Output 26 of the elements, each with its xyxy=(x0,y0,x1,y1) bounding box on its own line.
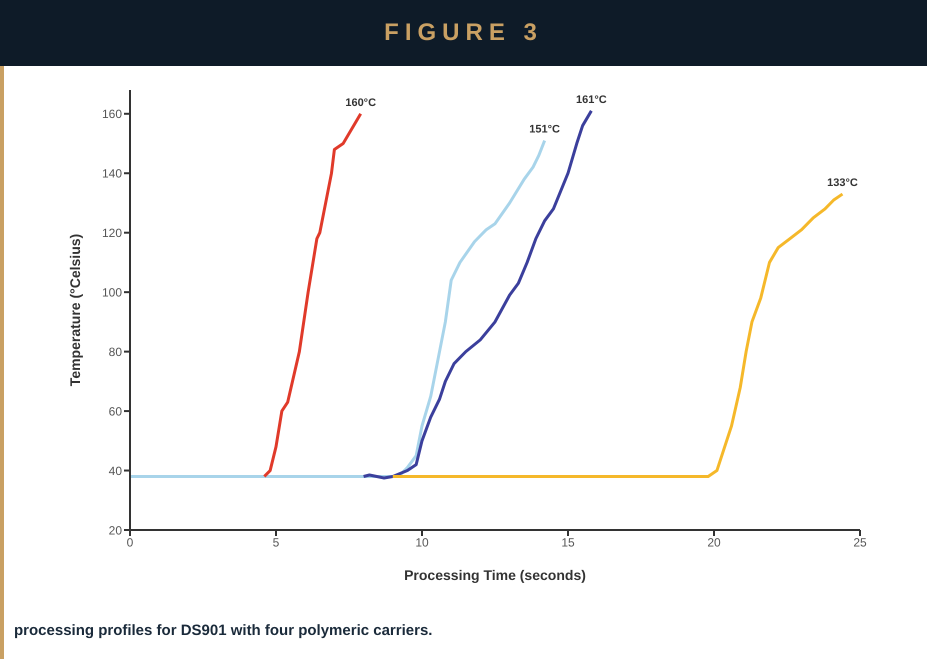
x-tick-label: 0 xyxy=(126,536,134,550)
annotation: 133°C xyxy=(827,177,858,190)
annotation: 151°C xyxy=(529,124,560,136)
line-series xyxy=(362,109,593,480)
text: processing profiles for DS901 with four polymeric carriers. xyxy=(14,622,432,639)
line-series xyxy=(391,192,844,478)
y-tick-label: 160 xyxy=(102,107,122,122)
chart-title: FIGURE 3 xyxy=(384,19,543,47)
y-axis-title: Temperature (°Celsius) xyxy=(66,234,83,386)
x-axis-title: Processing Time (seconds) xyxy=(404,567,586,583)
x-tick-label: 15 xyxy=(561,536,575,550)
x-tick-label: 10 xyxy=(415,536,429,550)
line-series xyxy=(262,112,362,478)
y-tick-label: 20 xyxy=(108,523,122,538)
annotation: 161°C xyxy=(576,94,607,106)
y-tick-label: 60 xyxy=(108,404,122,418)
y-tick-label: 80 xyxy=(108,344,122,359)
line-series xyxy=(130,139,546,478)
y-tick-label: 100 xyxy=(102,285,122,300)
x-tick-label: 25 xyxy=(853,536,867,550)
x-tick-label: 5 xyxy=(272,536,280,550)
annotation: 160°C xyxy=(345,96,376,109)
y-tick-label: 140 xyxy=(102,166,122,181)
y-tick-label: 120 xyxy=(102,226,122,240)
x-tick-label: 20 xyxy=(707,536,721,550)
y-tick-label: 40 xyxy=(108,464,122,478)
